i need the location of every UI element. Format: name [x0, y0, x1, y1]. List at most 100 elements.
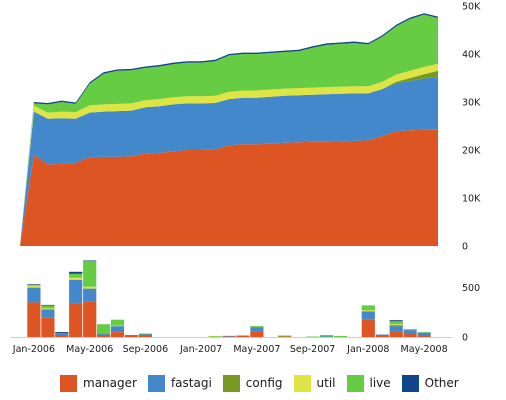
- bar-fastagi: [236, 335, 250, 337]
- bar-manager: [138, 335, 152, 337]
- bar-manager: [27, 302, 41, 337]
- legend-swatch-other: [401, 374, 419, 392]
- bar-live: [417, 332, 431, 333]
- bar-other: [69, 271, 83, 274]
- bar-manager: [250, 331, 264, 337]
- bar-util: [69, 277, 83, 280]
- bar-fastagi: [97, 334, 111, 335]
- bar-other: [389, 320, 403, 322]
- bar-manager: [124, 336, 139, 337]
- legend-item-fastagi[interactable]: fastagi: [147, 374, 212, 392]
- bar-fastagi: [110, 326, 125, 332]
- bar-fastagi: [138, 334, 152, 336]
- bar-live: [83, 261, 97, 287]
- y-tick-label-bottom: 0: [462, 333, 468, 344]
- x-tick-label: May-2006: [66, 344, 113, 355]
- legend: manager fastagi config util live Other: [60, 370, 460, 396]
- chart-canvas: 0 10K 20K 30K 40K 50K Jan-2006 May-2006 Sep-2006…: [10, 2, 481, 355]
- y-tick-label-top: 0: [462, 242, 468, 253]
- bar-live: [333, 336, 348, 337]
- legend-label-config: config: [245, 376, 283, 390]
- y-tick-label-top: 10K: [462, 194, 481, 205]
- bar-manager: [417, 336, 431, 337]
- legend-item-other[interactable]: Other: [401, 374, 459, 392]
- x-tick-label: Jan-2008: [346, 344, 389, 355]
- bar-live: [389, 321, 403, 325]
- bar-manager: [403, 334, 417, 337]
- bar-manager: [236, 336, 250, 337]
- bar-live: [41, 305, 55, 309]
- y-tick-label-top: 30K: [462, 98, 481, 109]
- legend-item-util[interactable]: util: [293, 374, 336, 392]
- y-tick-label-top: 20K: [462, 146, 481, 157]
- legend-item-live[interactable]: live: [346, 374, 391, 392]
- bar-util: [83, 286, 97, 289]
- bar-manager: [361, 319, 375, 337]
- x-tick-label: May-2008: [401, 344, 448, 355]
- area-series-fastagi: [20, 77, 438, 246]
- bar-other: [83, 260, 97, 262]
- bar-live: [97, 324, 111, 335]
- legend-label-other: Other: [424, 376, 459, 390]
- bar-util: [222, 335, 236, 337]
- bar-other: [27, 284, 41, 285]
- bar-fastagi: [83, 288, 97, 302]
- bar-manager: [55, 335, 69, 337]
- legend-label-fastagi: fastagi: [170, 376, 212, 390]
- bar-live: [69, 273, 83, 278]
- bar-util: [361, 310, 375, 312]
- bar-manager: [41, 317, 55, 338]
- x-tick-label: May-2007: [233, 344, 280, 355]
- x-tick-label: Sep-2006: [123, 344, 169, 355]
- y-tick-label-top: 40K: [462, 50, 481, 61]
- bar-live: [319, 335, 334, 337]
- legend-item-manager[interactable]: manager: [60, 374, 137, 392]
- bar-fastagi: [375, 334, 389, 336]
- bar-fastagi: [403, 330, 417, 335]
- x-tick-label: Sep-2007: [290, 344, 336, 355]
- bar-fastagi: [417, 332, 431, 337]
- bar-fastagi: [41, 309, 55, 318]
- bar-manager: [278, 336, 292, 338]
- bar-other: [41, 304, 55, 306]
- area-series-manager: [20, 129, 438, 246]
- bar-manager: [389, 331, 403, 337]
- bar-fastagi: [27, 287, 41, 303]
- bar-util: [389, 324, 403, 326]
- bar-manager: [97, 335, 111, 337]
- bar-live: [208, 336, 222, 337]
- bar-fastagi: [222, 336, 236, 337]
- area-series-live: [20, 14, 438, 246]
- bar-manager: [69, 303, 83, 337]
- legend-swatch-live: [346, 374, 364, 392]
- legend-item-config[interactable]: config: [222, 374, 283, 392]
- bar-manager: [375, 335, 389, 337]
- bar-fastagi: [69, 279, 83, 304]
- bar-fastagi: [55, 333, 69, 336]
- legend-swatch-manager: [60, 374, 77, 392]
- bar-fastagi: [250, 327, 264, 331]
- bar-live: [403, 329, 417, 331]
- legend-label-manager: manager: [83, 376, 137, 390]
- bar-live: [138, 333, 152, 335]
- bar-live: [278, 335, 292, 337]
- bar-util: [41, 308, 55, 310]
- bar-live: [361, 305, 375, 311]
- y-tick-label-bottom: 500: [462, 283, 480, 294]
- bar-live: [306, 336, 320, 338]
- bar-config: [389, 325, 403, 327]
- bar-fastagi: [319, 336, 334, 338]
- bar-fastagi: [361, 311, 375, 320]
- bar-manager: [83, 301, 97, 337]
- bar-other: [55, 332, 69, 334]
- area-series-util: [20, 63, 438, 246]
- bar-fastagi: [124, 335, 139, 336]
- y-tick-label-top: 50K: [462, 2, 481, 13]
- legend-swatch-config: [222, 374, 240, 392]
- bar-fastagi: [389, 326, 403, 331]
- legend-label-live: live: [369, 376, 391, 390]
- bar-util: [110, 325, 125, 327]
- bar-live: [110, 319, 125, 326]
- bar-util: [27, 285, 41, 288]
- legend-label-util: util: [316, 376, 336, 390]
